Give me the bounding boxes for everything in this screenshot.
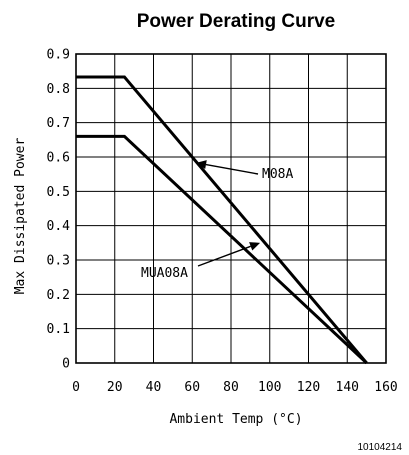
annotation-arrowhead-m08a — [196, 160, 207, 170]
annotation-label-m08a: M08A — [262, 167, 293, 182]
y-tick-label: 0.5 — [47, 185, 70, 200]
x-tick-label: 60 — [184, 380, 200, 395]
grid — [75, 53, 387, 364]
series-line-mua08a — [76, 134, 368, 365]
y-tick-label: 0 — [62, 357, 70, 372]
x-tick-label: 120 — [297, 380, 320, 395]
x-tick-label: 0 — [72, 380, 80, 395]
x-axis-label: Ambient Temp (°C) — [169, 412, 302, 427]
annotation-label-mua08a: MUA08A — [141, 266, 188, 281]
series-line-m08a — [76, 75, 368, 364]
y-axis-label: Max Dissipated Power — [13, 138, 28, 295]
annotations: M08A MUA08A — [141, 160, 293, 281]
x-tick-label: 160 — [374, 380, 397, 395]
y-tick-label: 0.7 — [47, 116, 70, 131]
series-layer — [76, 75, 368, 365]
y-tick-label: 0.1 — [47, 322, 70, 337]
y-tick-labels: 0 0.1 0.2 0.3 0.4 0.5 0.6 0.7 0.8 0.9 — [47, 48, 71, 372]
y-tick-label: 0.2 — [47, 288, 70, 303]
x-tick-label: 20 — [107, 380, 123, 395]
x-tick-label: 100 — [258, 380, 281, 395]
y-tick-label: 0.9 — [47, 48, 70, 63]
y-tick-label: 0.4 — [47, 219, 71, 234]
x-tick-labels: 0 20 40 60 80 100 120 140 160 — [72, 380, 398, 395]
annotation-arrow-mua08a — [197, 245, 251, 267]
annotation-arrowhead-mua08a — [249, 242, 261, 251]
plot-frame — [75, 53, 387, 364]
y-tick-label: 0.3 — [47, 254, 70, 269]
x-tick-label: 40 — [146, 380, 162, 395]
y-tick-label: 0.6 — [47, 151, 70, 166]
y-tick-label: 0.8 — [47, 82, 70, 97]
annotation-arrow-m08a — [205, 163, 259, 175]
chart-title: Power Derating Curve — [137, 11, 336, 32]
x-tick-label: 140 — [336, 380, 359, 395]
x-tick-label: 80 — [223, 380, 239, 395]
figure-id: 10104214 — [358, 442, 403, 453]
